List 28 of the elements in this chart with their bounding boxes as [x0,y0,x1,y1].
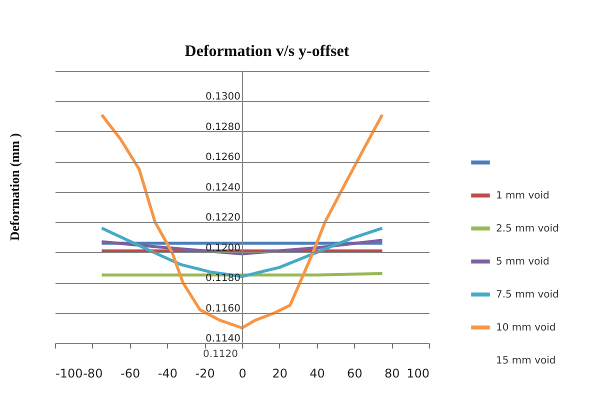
legend-label: 1 mm void [496,190,550,202]
y-tick-label: 0.1260 [206,152,240,164]
y-tick-label: 0.1300 [206,92,240,103]
y-tick-label: 0.1240 [206,182,240,194]
chart-title: Deformation v/s y-offset [184,43,350,60]
x-tick-label: -80 [83,366,103,380]
x-tick-label: 0 [238,366,246,380]
y-tick-label: 0.1180 [206,273,240,284]
x-tick-label: -20 [195,366,215,380]
x-tick-label: -40 [158,366,178,380]
x-tick-label: -100 [56,366,83,380]
x-tick-label: 20 [272,366,288,380]
x-tick-label: -60 [120,366,140,380]
x-tick-label: 100 [406,366,430,380]
y-tick-label: 0.1140 [206,334,240,344]
legend-label: 7.5 mm void [496,290,559,300]
text: 15 mm void [496,356,556,366]
x-tick-label: 40 [310,366,325,380]
y-tick-label: 0.1160 [206,303,240,314]
legend-label: 10 mm void [496,322,556,334]
y-axis-title: Deformation (mm ) [7,133,22,241]
y-tick-label: 0.1280 [206,122,240,133]
legend-label: 5 mm void [496,256,550,268]
x-tick-label: 80 [384,366,400,380]
text: 0.1120 [203,349,238,360]
legend-label: 2.5 mm void [496,224,559,234]
y-tick-label: 0.1220 [206,212,240,224]
x-tick-label: 60 [347,366,362,380]
